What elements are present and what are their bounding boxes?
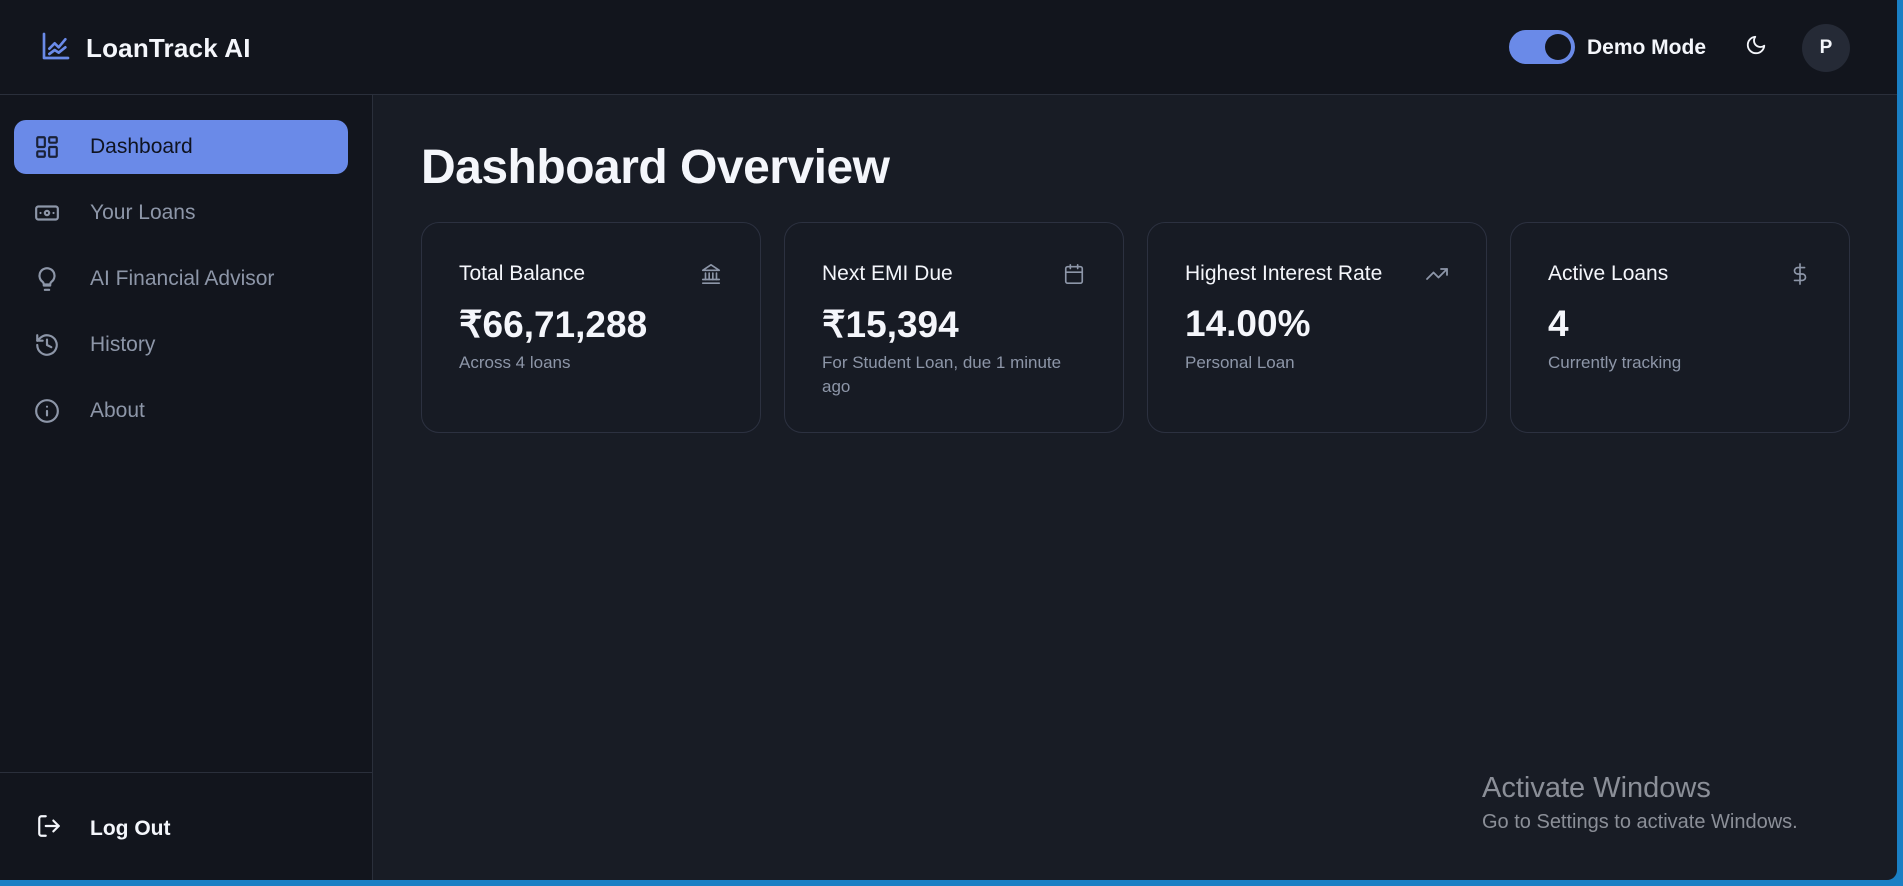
watermark-subtitle: Go to Settings to activate Windows. [1482,811,1798,833]
moon-icon [1745,34,1767,61]
theme-toggle-button[interactable] [1740,31,1772,63]
sidebar-item-label: About [90,399,145,422]
stat-card-active-loans: Active Loans 4 Currently tracking [1510,222,1850,433]
demo-mode-toggle[interactable] [1509,30,1575,64]
bank-icon [698,261,724,287]
card-title: Active Loans [1548,262,1669,285]
sidebar-item-ai-financial-advisor[interactable]: AI Financial Advisor [14,252,348,306]
sidebar-item-dashboard[interactable]: Dashboard [14,120,348,174]
stat-card-next-emi-due: Next EMI Due ₹15,394 For Student Loan, d… [784,222,1124,433]
card-title: Next EMI Due [822,262,953,285]
card-value: ₹15,394 [822,304,959,345]
stat-card-highest-interest-rate: Highest Interest Rate 14.00% Personal Lo… [1147,222,1487,433]
sidebar-divider [0,772,372,773]
dollar-icon [1787,261,1813,287]
card-title: Total Balance [459,262,586,285]
sidebar: Dashboard Your Loans AI Financial Adviso… [0,95,373,880]
card-subtext: Personal Loan [1185,353,1295,372]
sidebar-item-label: Your Loans [90,201,196,224]
sidebar-item-your-loans[interactable]: Your Loans [14,186,348,240]
lightbulb-icon [32,264,62,294]
watermark-title: Activate Windows [1482,772,1711,804]
top-bar: LoanTrack AI Demo Mode P [0,0,1897,95]
sidebar-item-history[interactable]: History [14,318,348,372]
trending-up-icon [1424,261,1450,287]
logout-icon [36,813,62,845]
history-icon [32,330,62,360]
logout-label: Log Out [90,817,171,840]
sidebar-item-about[interactable]: About [14,384,348,438]
sidebar-item-label: History [90,333,156,356]
banknote-icon [32,198,62,228]
card-subtext: For Student Loan, due 1 minute ago [822,353,1062,396]
app-name: LoanTrack AI [86,33,251,63]
chart-logo-icon [40,30,72,67]
card-value: 4 [1548,303,1569,344]
brand[interactable]: LoanTrack AI [40,30,251,67]
user-avatar[interactable]: P [1802,24,1850,72]
page-title: Dashboard Overview [421,141,890,194]
sidebar-item-label: Dashboard [90,135,193,158]
demo-mode-label: Demo Mode [1587,36,1707,59]
info-icon [32,396,62,426]
calendar-icon [1061,261,1087,287]
card-subtext: Currently tracking [1548,353,1682,372]
card-value: ₹66,71,288 [459,304,648,345]
stat-card-total-balance: Total Balance ₹66,71,288 Across 4 loans [421,222,761,433]
logout-button[interactable]: Log Out [36,813,170,845]
card-title: Highest Interest Rate [1185,262,1383,285]
activate-windows-watermark: Activate Windows Go to Settings to activ… [1482,772,1798,834]
toggle-knob [1545,34,1571,60]
dashboard-grid-icon [32,132,62,162]
card-value: 14.00% [1185,303,1311,344]
sidebar-item-label: AI Financial Advisor [90,267,275,290]
card-subtext: Across 4 loans [459,353,571,372]
